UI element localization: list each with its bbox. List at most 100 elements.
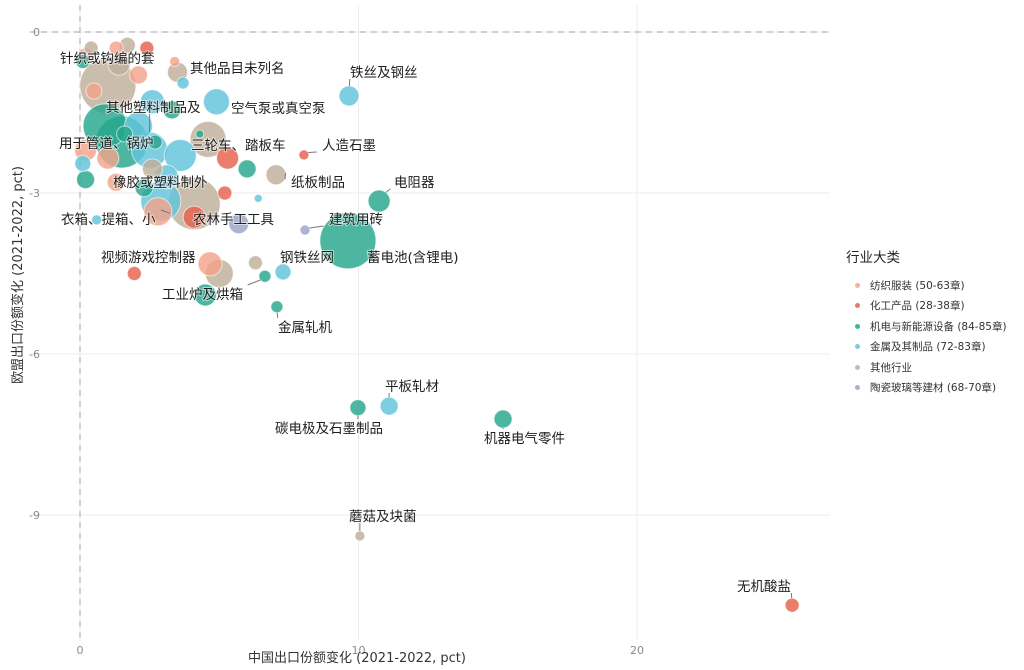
legend-title: 行业大类 xyxy=(846,250,900,266)
bubble-other[interactable] xyxy=(141,158,163,180)
point-label: 工业炉及烘箱 xyxy=(162,287,243,303)
legend-dot-icon xyxy=(855,323,860,329)
point-label: 铁丝及钢丝 xyxy=(350,65,418,81)
bubble-mech[interactable] xyxy=(349,399,367,417)
legend-item-mech[interactable]: 机电与新能源设备 (84-85章) xyxy=(842,316,1022,337)
data-points xyxy=(74,36,800,613)
bubble-other[interactable] xyxy=(354,530,366,542)
point-label: 空气泵或真空泵 xyxy=(231,101,326,117)
bubble-mech[interactable] xyxy=(116,125,134,143)
legend-dot-icon xyxy=(855,364,860,370)
point-label: 用于管道、锅炉 xyxy=(59,136,154,152)
x-tick-label: 10 xyxy=(352,644,366,657)
point-label: 建筑用砖 xyxy=(329,212,383,228)
point-label: 机器电气零件 xyxy=(484,431,565,447)
bubble-metal[interactable] xyxy=(163,138,197,172)
point-label: 平板轧材 xyxy=(385,379,439,395)
legend: 行业大类 纺织服装 (50-63章) 化工产品 (28-38章) 机电与新能源设… xyxy=(842,246,1022,398)
bubble-textile[interactable] xyxy=(96,146,120,170)
leader-line xyxy=(284,172,287,180)
bubble-mech[interactable] xyxy=(76,170,96,190)
legend-dot-icon xyxy=(855,385,860,391)
bubble-other[interactable] xyxy=(83,40,99,56)
bubble-chemical[interactable] xyxy=(217,185,233,201)
bubble-chemical[interactable] xyxy=(182,205,206,229)
bubble-mech[interactable] xyxy=(258,269,272,283)
legend-items: 纺织服装 (50-63章) 化工产品 (28-38章) 机电与新能源设备 (84… xyxy=(842,275,1022,398)
bubble-mech[interactable] xyxy=(367,189,391,213)
bubble-mech[interactable] xyxy=(237,159,257,179)
bubble-mech[interactable] xyxy=(193,283,217,307)
point-label: 碳电极及石墨制品 xyxy=(275,421,383,437)
bubble-textile[interactable] xyxy=(85,82,103,100)
bubble-mech[interactable] xyxy=(270,300,284,314)
bubble-metal[interactable] xyxy=(379,396,399,416)
bubble-mech[interactable] xyxy=(134,178,154,198)
legend-dot-icon xyxy=(855,303,860,309)
bubble-mech[interactable] xyxy=(493,409,513,429)
bubble-metal[interactable] xyxy=(74,154,92,172)
bubble-textile[interactable] xyxy=(169,56,181,68)
bubble-metal[interactable] xyxy=(139,89,165,115)
bubble-chemical[interactable] xyxy=(298,149,310,161)
leader-line xyxy=(308,151,317,154)
bubble-mech[interactable] xyxy=(195,129,205,139)
point-label: 其他品目未列名 xyxy=(190,61,285,77)
leader-line xyxy=(385,188,391,193)
bubble-ceramic[interactable] xyxy=(228,213,250,235)
bubble-chemical[interactable] xyxy=(126,266,142,282)
legend-label: 化工产品 (28-38章) xyxy=(870,300,965,313)
bubble-metal[interactable] xyxy=(202,88,230,116)
bubble-mech[interactable] xyxy=(319,212,377,270)
point-label: 橡胶或塑料制外 xyxy=(113,174,208,191)
legend-item-metal[interactable]: 金属及其制品 (72-83章) xyxy=(842,337,1022,358)
x-axis-title: 中国出口份额变化 (2021-2022, pct) xyxy=(248,650,466,666)
point-label: 人造石墨 xyxy=(322,138,376,154)
legend-item-chemical[interactable]: 化工产品 (28-38章) xyxy=(842,296,1022,317)
legend-label: 纺织服装 (50-63章) xyxy=(870,279,965,292)
bubble-metal[interactable] xyxy=(253,193,263,203)
bubble-chemical[interactable] xyxy=(784,597,800,613)
bubble-chemical[interactable] xyxy=(216,146,240,170)
legend-item-textile[interactable]: 纺织服装 (50-63章) xyxy=(842,275,1022,296)
bubble-textile[interactable] xyxy=(108,40,124,56)
point-label: 无机酸盐 xyxy=(737,579,791,595)
bubble-metal[interactable] xyxy=(274,263,292,281)
point-label: 金属轧机 xyxy=(278,320,332,336)
point-label: 衣箱、提箱、小 xyxy=(61,212,156,228)
point-label: 其他塑料制品及 xyxy=(106,100,201,116)
point-label: 农林手工工具 xyxy=(193,212,274,228)
bubble-textile[interactable] xyxy=(143,197,173,227)
y-axis-title: 欧盟出口份额变化 (2021-2022, pct) xyxy=(10,166,26,384)
bubble-textile[interactable] xyxy=(128,65,148,85)
point-label: 三轮车、踏板车 xyxy=(191,137,286,154)
legend-item-ceramic[interactable]: 陶瓷玻璃等建材 (68-70章) xyxy=(842,378,1022,399)
legend-label: 金属及其制品 (72-83章) xyxy=(870,341,986,354)
y-tick-label: -6 xyxy=(29,348,40,361)
point-label: 纸板制品 xyxy=(291,175,345,191)
point-label: 视频游戏控制器 xyxy=(101,250,196,266)
bubble-mech[interactable] xyxy=(162,100,182,120)
bubble-metal[interactable] xyxy=(91,214,103,226)
bubble-other[interactable] xyxy=(265,164,287,186)
point-label: 电阻器 xyxy=(394,175,435,191)
bubble-metal[interactable] xyxy=(176,76,190,90)
point-label: 蘑菇及块菌 xyxy=(349,509,417,525)
y-tick-label: -3 xyxy=(29,187,40,200)
leader-line xyxy=(247,279,261,286)
bubble-mech[interactable] xyxy=(75,54,91,70)
reference-lines xyxy=(29,5,830,640)
bubble-textile[interactable] xyxy=(106,172,126,192)
bubble-mech[interactable] xyxy=(147,134,163,150)
bubble-textile[interactable] xyxy=(197,251,223,277)
bubble-metal[interactable] xyxy=(338,85,360,107)
bubble-ceramic[interactable] xyxy=(299,224,311,236)
bubble-chemical[interactable] xyxy=(139,40,155,56)
legend-item-other[interactable]: 其他行业 xyxy=(842,357,1022,378)
legend-dot-icon xyxy=(855,282,860,288)
legend-dot-icon xyxy=(855,344,860,350)
legend-label: 其他行业 xyxy=(870,361,912,374)
bubble-other[interactable] xyxy=(247,255,263,271)
